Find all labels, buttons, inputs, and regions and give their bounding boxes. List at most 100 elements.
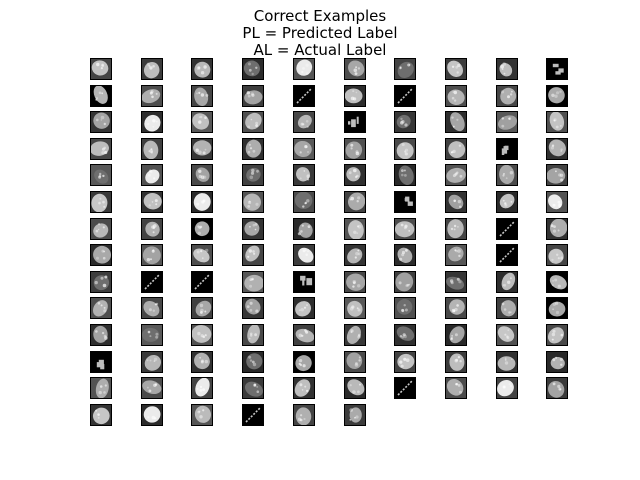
example-thumbnail <box>445 324 467 346</box>
example-thumbnail <box>344 324 366 346</box>
example-thumbnail <box>445 85 467 107</box>
example-thumbnail <box>242 164 264 186</box>
example-thumbnail <box>90 138 112 160</box>
example-thumbnail <box>242 138 264 160</box>
example-thumbnail <box>90 164 112 186</box>
example-thumbnail <box>344 377 366 399</box>
example-thumbnail <box>546 377 568 399</box>
example-thumbnail <box>141 85 163 107</box>
example-thumbnail <box>344 297 366 319</box>
example-thumbnail <box>141 138 163 160</box>
example-thumbnail <box>191 164 213 186</box>
example-thumbnail <box>141 191 163 213</box>
example-thumbnail <box>344 164 366 186</box>
example-thumbnail <box>242 351 264 373</box>
example-thumbnail <box>496 324 518 346</box>
example-thumbnail <box>344 351 366 373</box>
example-thumbnail <box>293 85 315 107</box>
example-thumbnail <box>394 138 416 160</box>
example-thumbnail <box>141 111 163 133</box>
example-thumbnail <box>546 111 568 133</box>
example-thumbnail <box>293 351 315 373</box>
example-thumbnail <box>394 377 416 399</box>
example-thumbnail <box>496 111 518 133</box>
example-thumbnail <box>191 404 213 426</box>
example-thumbnail <box>496 271 518 293</box>
example-thumbnail <box>394 324 416 346</box>
example-thumbnail <box>242 191 264 213</box>
example-thumbnail <box>293 244 315 266</box>
example-thumbnail <box>496 244 518 266</box>
example-thumbnail <box>546 244 568 266</box>
example-thumbnail <box>546 58 568 80</box>
example-thumbnail <box>546 138 568 160</box>
example-thumbnail <box>191 244 213 266</box>
example-thumbnail <box>141 244 163 266</box>
example-thumbnail <box>293 271 315 293</box>
example-thumbnail <box>90 377 112 399</box>
example-thumbnail <box>546 164 568 186</box>
example-thumbnail <box>191 111 213 133</box>
example-thumbnail <box>394 58 416 80</box>
example-thumbnail <box>293 404 315 426</box>
example-thumbnail <box>141 164 163 186</box>
example-thumbnail <box>344 138 366 160</box>
example-thumbnail <box>394 164 416 186</box>
example-thumbnail <box>242 271 264 293</box>
example-thumbnail <box>546 271 568 293</box>
example-thumbnail <box>344 58 366 80</box>
example-thumbnail <box>293 58 315 80</box>
example-thumbnail <box>242 111 264 133</box>
example-thumbnail <box>90 111 112 133</box>
example-thumbnail <box>496 164 518 186</box>
example-thumbnail <box>546 191 568 213</box>
example-thumbnail <box>344 244 366 266</box>
example-thumbnail <box>242 58 264 80</box>
example-thumbnail <box>90 58 112 80</box>
example-thumbnail <box>90 351 112 373</box>
example-thumbnail <box>344 271 366 293</box>
example-thumbnail <box>445 351 467 373</box>
example-thumbnail <box>90 271 112 293</box>
example-thumbnail <box>546 297 568 319</box>
example-thumbnail <box>90 404 112 426</box>
example-thumbnail <box>191 271 213 293</box>
example-thumbnail <box>394 191 416 213</box>
example-thumbnail <box>293 324 315 346</box>
example-thumbnail <box>90 297 112 319</box>
example-thumbnail <box>90 218 112 240</box>
example-thumbnail <box>90 85 112 107</box>
example-thumbnail <box>293 191 315 213</box>
example-thumbnail <box>242 218 264 240</box>
example-thumbnail <box>344 111 366 133</box>
example-thumbnail <box>496 138 518 160</box>
example-thumbnail <box>445 377 467 399</box>
example-thumbnail <box>242 244 264 266</box>
example-thumbnail <box>242 85 264 107</box>
example-thumbnail <box>344 85 366 107</box>
example-thumbnail <box>394 218 416 240</box>
example-thumbnail <box>191 351 213 373</box>
example-thumbnail <box>394 111 416 133</box>
example-thumbnail <box>445 111 467 133</box>
example-thumbnail <box>191 218 213 240</box>
example-thumbnail <box>394 271 416 293</box>
example-thumbnail <box>496 297 518 319</box>
example-thumbnail <box>496 85 518 107</box>
example-thumbnail <box>191 191 213 213</box>
example-thumbnail <box>141 324 163 346</box>
example-thumbnail <box>546 351 568 373</box>
example-thumbnail <box>496 191 518 213</box>
example-thumbnail <box>90 191 112 213</box>
figure-title-line-2: PL = Predicted Label <box>242 24 398 42</box>
example-thumbnail <box>191 377 213 399</box>
example-thumbnail <box>191 58 213 80</box>
example-thumbnail <box>445 138 467 160</box>
example-thumbnail <box>496 218 518 240</box>
figure-title-line-3: AL = Actual Label <box>253 41 387 59</box>
example-thumbnail <box>394 351 416 373</box>
example-thumbnail <box>344 191 366 213</box>
example-thumbnail <box>242 297 264 319</box>
example-thumbnail <box>496 351 518 373</box>
example-thumbnail <box>546 324 568 346</box>
